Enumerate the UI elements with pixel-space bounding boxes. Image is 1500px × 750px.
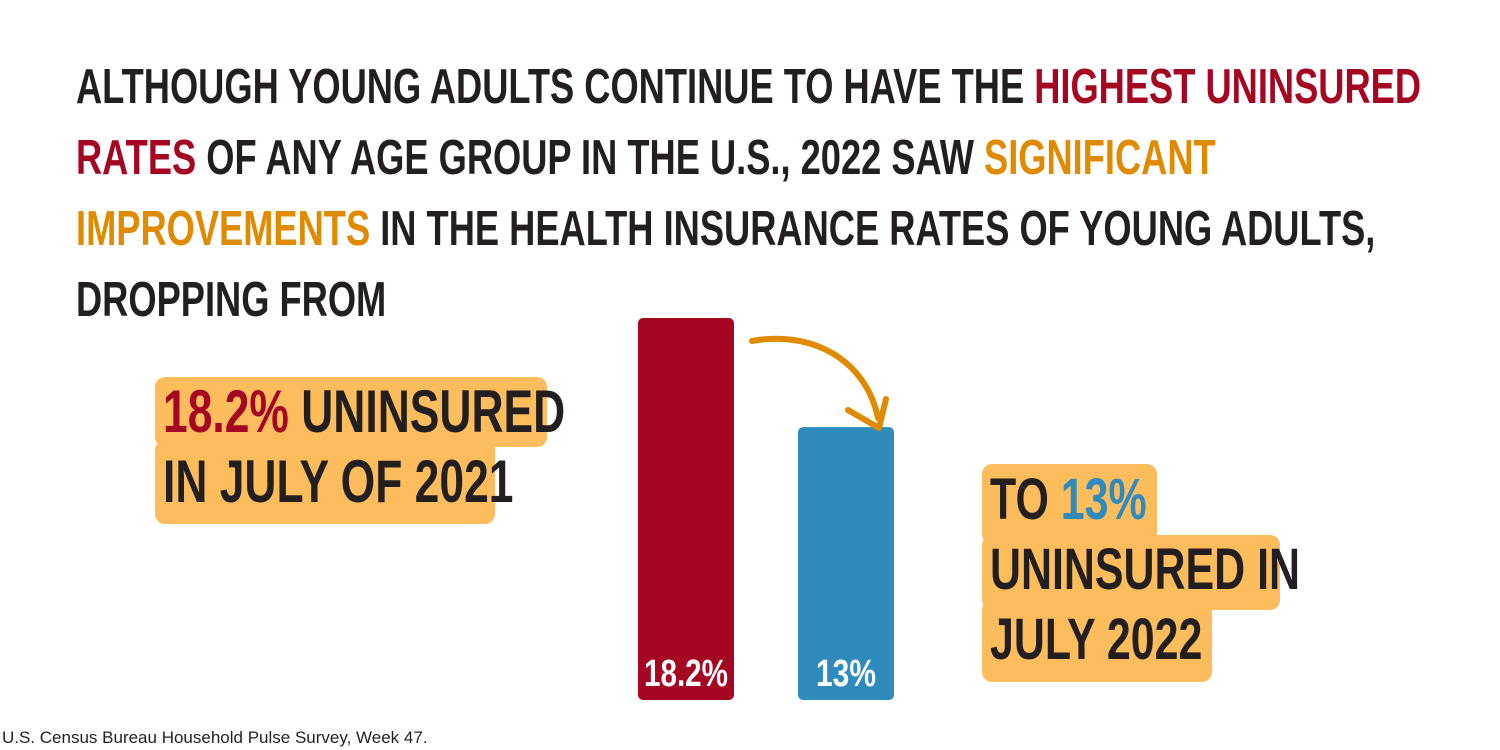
callout-left-text: UNINSURED xyxy=(288,378,566,445)
callout-right-line-3: JULY 2022 xyxy=(990,607,1203,672)
bar-value-label: 13% xyxy=(816,653,876,695)
headline-emphasis-red: RATES xyxy=(76,131,197,185)
callout-right-line-2: UNINSURED IN xyxy=(990,537,1301,602)
callout-right-line-1: TO 13% xyxy=(990,468,1147,532)
bars-group: 18.2% 13% xyxy=(638,318,894,700)
callout-right-highlight xyxy=(982,535,1280,610)
trend-arrow-icon xyxy=(749,335,881,421)
headline-line-3: IMPROVEMENTS IN THE HEALTH INSURANCE RAT… xyxy=(76,194,1375,265)
trend-arrowhead-icon xyxy=(845,396,889,431)
source-note: U.S. Census Bureau Household Pulse Surve… xyxy=(2,728,428,747)
callout-left-line-2: IN JULY OF 2021 xyxy=(163,448,514,515)
callout-left-highlight xyxy=(155,440,495,524)
callout-right-value: 13% xyxy=(1060,467,1147,532)
callout-left-highlight xyxy=(155,377,547,447)
bar-july-2022 xyxy=(798,427,894,700)
headline-emphasis-orange: IMPROVEMENTS xyxy=(76,202,371,256)
bar-july-2021 xyxy=(638,318,734,700)
headline-text: ALTHOUGH YOUNG ADULTS CONTINUE TO HAVE T… xyxy=(76,60,1035,114)
headline: ALTHOUGH YOUNG ADULTS CONTINUE TO HAVE T… xyxy=(76,52,1421,336)
callout-right-highlight xyxy=(982,464,1157,544)
headline-emphasis-red: HIGHEST UNINSURED xyxy=(1034,60,1422,114)
headline-line-2: RATES OF ANY AGE GROUP IN THE U.S., 2022… xyxy=(76,123,1216,194)
headline-emphasis-orange: SIGNIFICANT xyxy=(984,131,1216,185)
bar-value-label: 18.2% xyxy=(644,653,728,695)
headline-line-4: DROPPING FROM xyxy=(76,265,1105,336)
callout-right-highlight xyxy=(982,600,1212,682)
callout-right-text: TO xyxy=(990,467,1061,532)
headline-text: IN THE HEALTH INSURANCE RATES OF YOUNG A… xyxy=(370,202,1376,256)
callout-left-value: 18.2% xyxy=(163,378,289,445)
headline-text: OF ANY AGE GROUP IN THE U.S., 2022 SAW xyxy=(196,131,985,185)
headline-text: DROPPING FROM xyxy=(76,273,387,327)
callout-left-line-1: 18.2% UNINSURED xyxy=(163,380,565,444)
headline-line-1: ALTHOUGH YOUNG ADULTS CONTINUE TO HAVE T… xyxy=(76,52,1421,123)
